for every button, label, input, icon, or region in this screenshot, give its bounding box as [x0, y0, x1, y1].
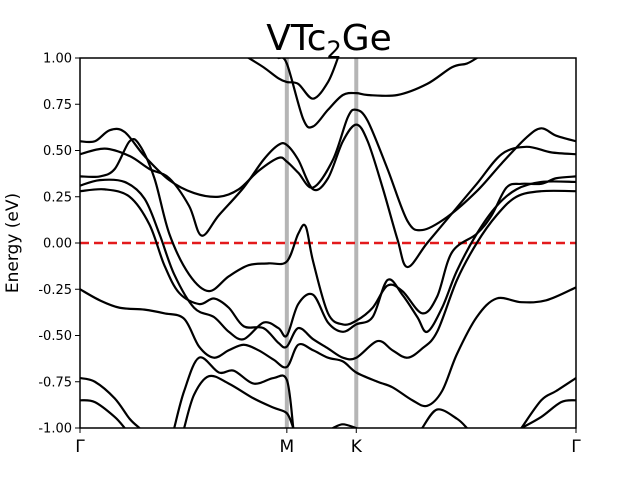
y-tick-label: -1.00 [38, 422, 72, 437]
y-tick-label: 1.00 [43, 52, 72, 67]
band-line-5 [80, 188, 576, 361]
chart-title-suffix: Ge [342, 18, 392, 59]
chart-title-subscript: 2 [326, 36, 341, 64]
band-line-13 [331, 423, 358, 428]
band-line-4 [80, 178, 576, 341]
band-line-10 [183, 374, 295, 428]
x-tick-label-Γ: Γ [75, 437, 85, 457]
band-line-7 [80, 376, 141, 428]
y-tick-label: 0.75 [43, 98, 72, 113]
x-tick-label-Γ: Γ [571, 437, 581, 457]
y-tick-label: 0.00 [43, 237, 72, 252]
y-axis-label: Energy (eV) [3, 193, 23, 293]
band-line-11 [247, 58, 340, 100]
chart-title-main: VTc [266, 18, 326, 59]
y-tick-label: 0.50 [43, 144, 72, 159]
y-tick-label: -0.25 [38, 283, 72, 298]
band-line-8 [80, 399, 126, 428]
band-line-1 [80, 108, 576, 232]
bands-group [80, 58, 576, 428]
chart-title: VTc2Ge [266, 18, 392, 64]
band-line-16 [520, 399, 576, 428]
band-line-2 [80, 123, 576, 269]
y-tick-label: -0.50 [38, 329, 72, 344]
band-line-14 [421, 408, 468, 428]
band-line-9 [173, 356, 295, 428]
y-axis: 1.00 0.75 0.50 0.25 0.00 -0.25 -0.50 -0.75 -1.00 [38, 52, 80, 437]
x-tick-label-M: M [279, 437, 294, 457]
y-tick-label: -0.75 [38, 375, 72, 390]
band-line-3 [80, 137, 576, 326]
band-line-6 [80, 286, 576, 408]
band-line-12 [277, 58, 478, 129]
y-tick-label: 0.25 [43, 190, 72, 205]
band-line-15 [520, 376, 576, 428]
x-tick-label-K: K [351, 437, 363, 457]
